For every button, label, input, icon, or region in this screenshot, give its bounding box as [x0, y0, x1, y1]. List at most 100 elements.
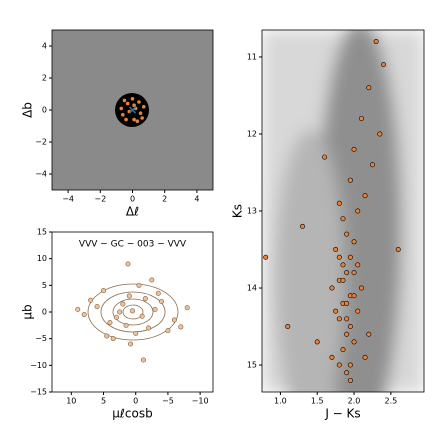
point [344, 300, 350, 306]
x-tick-label: 5 [101, 397, 106, 406]
point [355, 262, 361, 268]
point [149, 277, 155, 283]
cmd-shading [262, 30, 424, 392]
point [340, 347, 346, 353]
point [340, 277, 346, 283]
x-tick-label: 2.0 [348, 397, 361, 406]
point [117, 309, 123, 315]
x-tick-label: −4 [62, 195, 74, 204]
point [347, 362, 353, 368]
point [347, 177, 353, 183]
x-axis-label: J − Ks [324, 407, 360, 421]
point [141, 105, 146, 109]
y-tick-label: −2 [35, 138, 47, 147]
point [133, 330, 139, 336]
point [184, 305, 190, 311]
point [130, 308, 136, 314]
point [125, 101, 130, 106]
point [104, 333, 110, 339]
point [132, 117, 136, 122]
point [333, 247, 339, 253]
point [137, 100, 141, 104]
point [336, 362, 342, 368]
point [135, 119, 140, 123]
x-tick-label: 2 [162, 195, 167, 204]
point [75, 306, 81, 312]
point [107, 320, 113, 326]
point [121, 113, 125, 117]
y-tick-label: 12 [247, 129, 257, 138]
point [351, 270, 357, 276]
x-tick-label: 4 [194, 195, 199, 204]
point [373, 39, 379, 45]
y-tick-label: 15 [247, 361, 257, 370]
point [155, 290, 161, 296]
point [336, 254, 342, 260]
point [336, 316, 342, 322]
y-tick-label: 0 [42, 308, 47, 317]
point [336, 200, 342, 206]
point [314, 339, 320, 345]
point [344, 231, 350, 237]
point [136, 282, 142, 288]
point [347, 377, 353, 383]
point [366, 85, 372, 91]
point [152, 306, 158, 312]
point [139, 313, 145, 319]
point [94, 304, 100, 310]
point [344, 331, 350, 337]
point [377, 131, 383, 137]
panel-title: VVV − GC − 003 − VVV [79, 240, 187, 250]
point [110, 336, 116, 342]
point [362, 354, 368, 360]
y-axis-label: Ks [231, 204, 245, 218]
x-tick-label: −5 [162, 397, 174, 406]
point [140, 357, 146, 363]
x-tick-label: 1.5 [311, 397, 324, 406]
point [140, 116, 144, 120]
point [362, 193, 368, 199]
y-tick-label: 11 [247, 52, 257, 61]
y-axis-label: Δb [21, 102, 35, 118]
y-tick-label: 13 [247, 207, 257, 216]
point [142, 296, 148, 302]
y-tick-label: −15 [30, 388, 47, 397]
point [128, 341, 134, 347]
x-tick-label: 1.0 [274, 397, 287, 406]
point [126, 293, 132, 299]
y-tick-label: −10 [30, 361, 47, 370]
point [263, 254, 269, 260]
y-tick-label: −4 [35, 170, 47, 179]
point [351, 293, 357, 299]
y-tick-label: 4 [42, 42, 47, 51]
point [347, 324, 353, 330]
point [122, 98, 127, 103]
point [340, 262, 346, 268]
point [123, 322, 129, 328]
point [178, 324, 184, 330]
point [347, 254, 353, 260]
point [124, 117, 128, 122]
point [146, 325, 152, 331]
point [344, 270, 350, 276]
point [88, 297, 94, 303]
pm-contours [87, 283, 179, 341]
x-tick-label: −10 [192, 397, 209, 406]
point [81, 312, 87, 318]
point [358, 116, 364, 122]
point [158, 298, 164, 304]
point [380, 62, 386, 68]
point [329, 354, 335, 360]
y-tick-label: 14 [247, 284, 257, 293]
point [366, 331, 372, 337]
y-tick-label: 5 [42, 281, 47, 290]
point [130, 97, 135, 101]
point [171, 317, 177, 323]
point [355, 208, 361, 214]
point [101, 288, 107, 294]
x-tick-label: 0 [133, 397, 138, 406]
point [299, 223, 305, 229]
x-tick-label: 2.5 [384, 397, 397, 406]
point [113, 314, 119, 320]
